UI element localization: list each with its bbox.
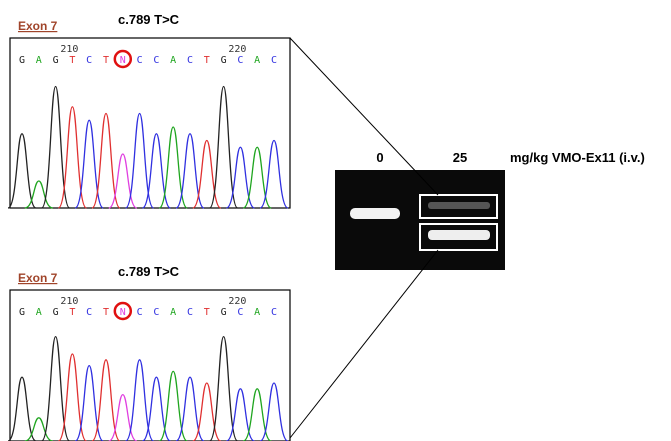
treatment-label: mg/kg VMO-Ex11 (i.v.) [510,150,645,165]
base: C [153,307,159,318]
base: C [271,55,277,66]
base: T [204,307,210,318]
base: T [204,55,210,66]
gel-band [428,202,490,209]
base: G [221,307,227,318]
base: C [237,55,243,66]
exon-label: Exon 7 [18,19,58,33]
gel-band [428,230,490,240]
lane-label: 25 [453,150,467,165]
base: C [187,55,193,66]
position-label: 210 [60,296,78,307]
exon-label: Exon 7 [18,271,58,285]
gel [335,170,505,270]
mutation-label: c.789 T>C [118,264,180,279]
base: C [86,55,92,66]
base: N [120,307,126,318]
base: T [69,55,75,66]
figure: Exon 7c.789 T>CGAGTCTNCCACTGCAC210220Exo… [0,0,671,441]
base: G [19,307,25,318]
lane-label: 0 [376,150,383,165]
base: C [237,307,243,318]
position-label: 220 [228,296,246,307]
base: G [19,55,25,66]
base: G [221,55,227,66]
base: C [137,307,143,318]
base: A [36,55,42,66]
base: G [53,307,59,318]
base: C [271,307,277,318]
base: A [170,55,176,66]
base: C [137,55,143,66]
base: A [254,55,260,66]
connector [290,250,438,438]
base: A [170,307,176,318]
base: C [153,55,159,66]
position-label: 220 [228,44,246,55]
base: G [53,55,59,66]
base: A [254,307,260,318]
gel-band [350,208,400,219]
base: A [36,307,42,318]
mutation-label: c.789 T>C [118,12,180,27]
position-label: 210 [60,44,78,55]
base: N [120,55,126,66]
base: T [103,307,109,318]
base: T [103,55,109,66]
base: T [69,307,75,318]
base: C [86,307,92,318]
base: C [187,307,193,318]
